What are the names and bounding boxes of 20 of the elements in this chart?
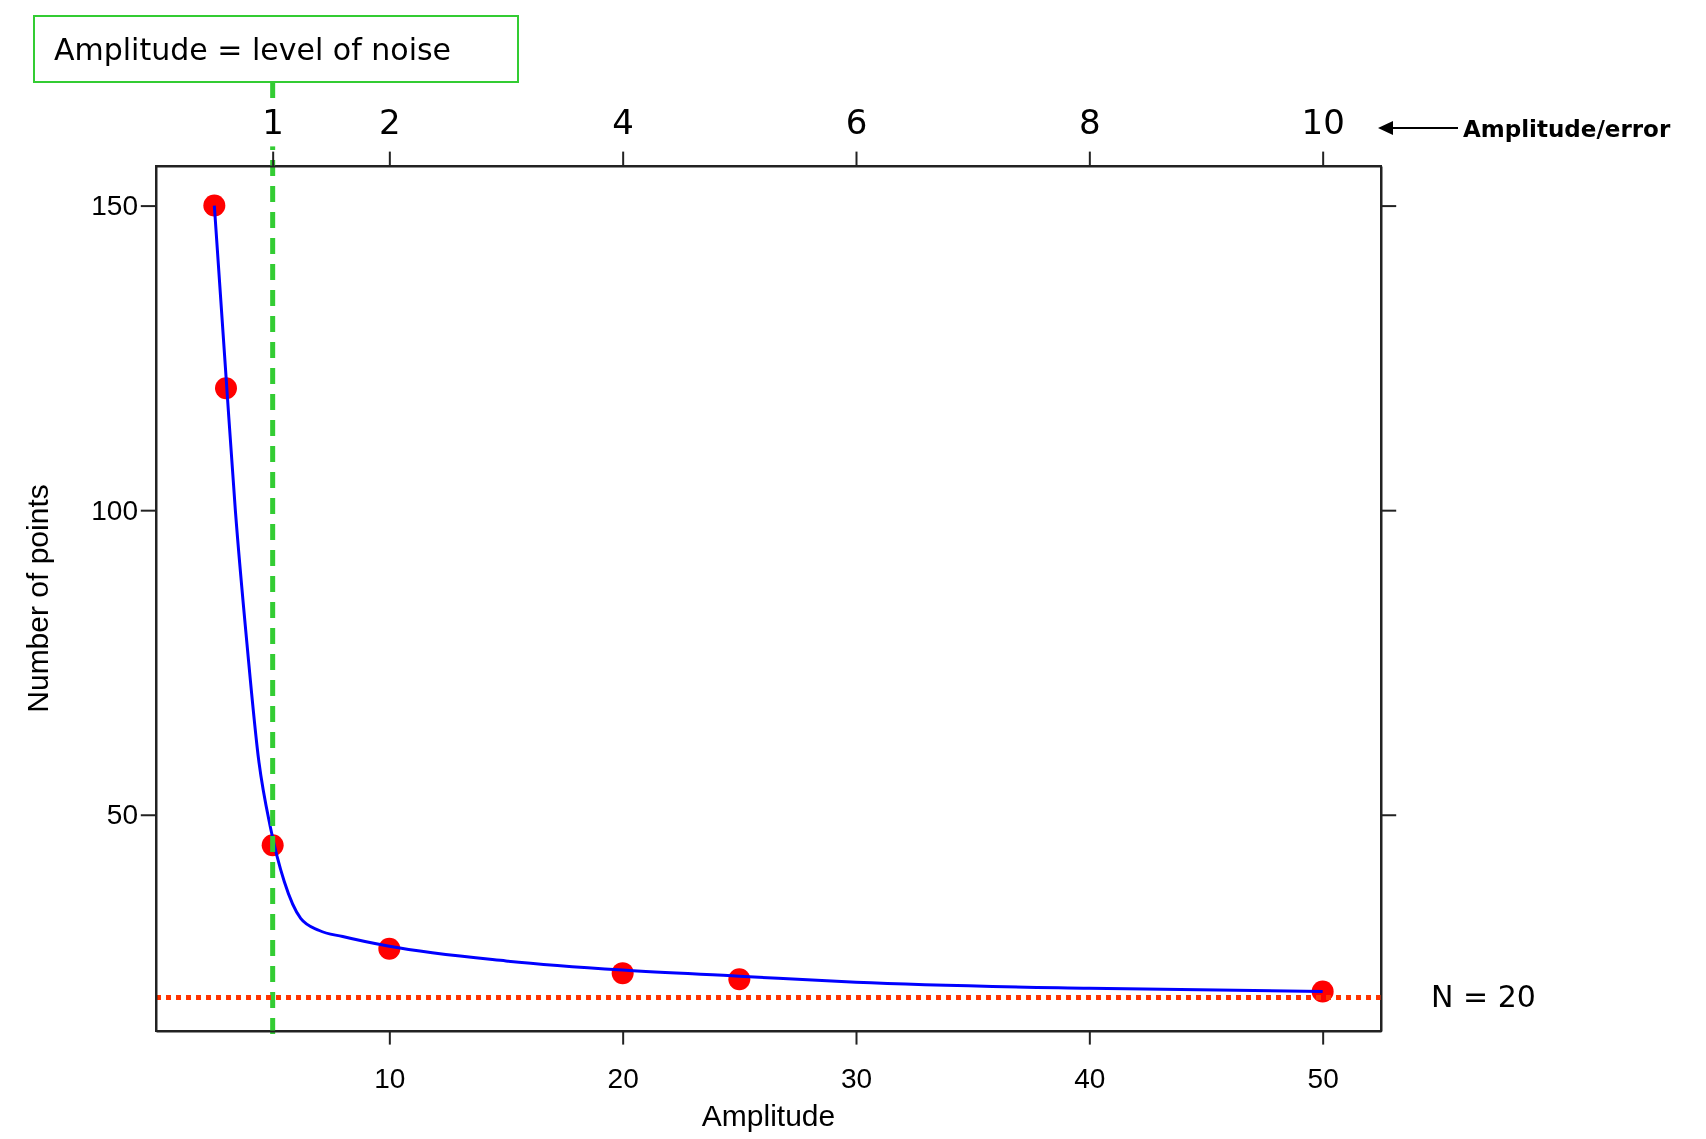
- x2-tick-label: 10: [1301, 102, 1345, 143]
- x2-tick-label: 1: [262, 102, 284, 143]
- x2-tick-label: 4: [612, 102, 634, 143]
- y-axis-title: Number of points: [21, 484, 54, 713]
- x-tick-label: 10: [374, 1063, 406, 1095]
- x2-tick-label: 6: [845, 102, 868, 143]
- x-tick-label: 50: [1307, 1063, 1339, 1095]
- y-tick-label: 50: [106, 799, 138, 831]
- x-tick-label: 40: [1074, 1063, 1106, 1095]
- y-tick-label: 150: [91, 190, 138, 222]
- x2-tick-label: 8: [1079, 102, 1101, 143]
- x2-tick-label: 2: [379, 102, 401, 143]
- x-axis-title: Amplitude: [701, 1099, 836, 1132]
- ref-line-label: Amplitude = level of noise: [54, 32, 452, 67]
- x2-axis-title: Amplitude/error: [1463, 116, 1671, 142]
- x-tick-label: 20: [607, 1063, 639, 1095]
- point: [203, 194, 226, 217]
- x-tick-label: 30: [840, 1063, 873, 1095]
- ref-line-label: N = 20: [1431, 979, 1536, 1015]
- y-tick-label: 100: [91, 494, 138, 526]
